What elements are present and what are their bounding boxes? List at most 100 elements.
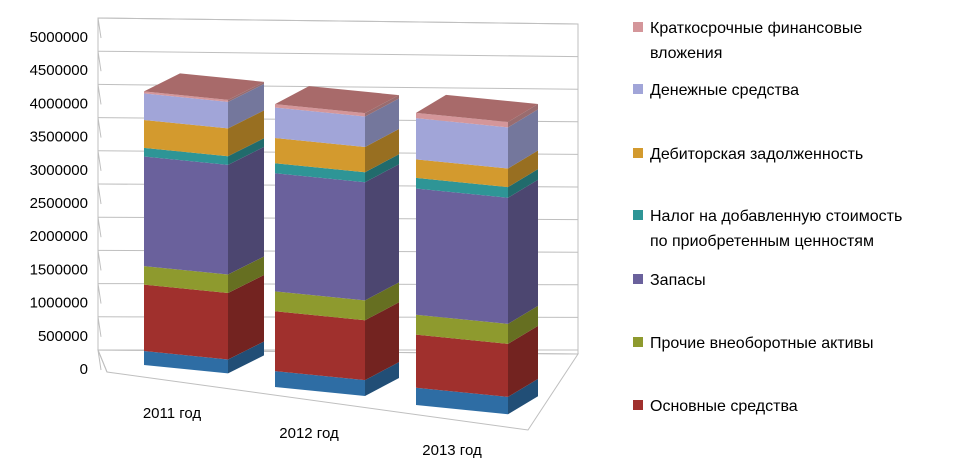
legend-item: Прочие внеоборотные активы <box>633 335 874 352</box>
legend-swatch <box>633 22 643 32</box>
bar-segment-front <box>416 112 508 128</box>
gridline-side <box>97 17 102 39</box>
legend-label: Прочие внеоборотные активы <box>650 335 874 352</box>
bar-segment <box>416 305 538 344</box>
bar-segment <box>144 83 264 129</box>
bar-segment-side <box>365 95 399 117</box>
gridline-side <box>97 51 102 72</box>
bar-segment <box>416 150 538 188</box>
legend-label: Дебиторская задолженность <box>650 146 863 163</box>
bar-segment-front <box>416 334 508 397</box>
bar-segment-front <box>416 118 508 169</box>
x-category-label: 2011 год <box>143 405 202 422</box>
bar-segment <box>275 98 399 147</box>
bar-segment-front <box>416 314 508 344</box>
bar-segment <box>416 104 538 128</box>
bar-segment-front <box>275 104 365 117</box>
legend-item: Дебиторская задолженность <box>633 146 863 163</box>
bar-segment-side <box>365 302 399 381</box>
gridline-side <box>97 217 102 238</box>
bar-top <box>416 94 538 123</box>
bar-segment <box>275 164 399 301</box>
bar-segment-front <box>275 311 365 381</box>
bar-segment-front <box>144 266 228 294</box>
bar-segment <box>275 362 399 396</box>
legend: Краткосрочные финансовые вложения Денежные… <box>633 20 902 415</box>
bar-segment-side <box>228 341 264 374</box>
bar-segment-side <box>508 169 538 198</box>
bar-segment-side <box>365 362 399 396</box>
y-axis-tick-labels: 0 500000 1000000 1500000 2000000 2500000 30000… <box>30 29 88 378</box>
gridline-side <box>97 349 102 371</box>
legend-item: Налог на добавленную стоимость по приобре… <box>633 208 902 250</box>
bar-segment-front <box>144 284 228 360</box>
bar-segment-side <box>508 104 538 128</box>
bar-segment-front <box>275 107 365 147</box>
y-tick-label: 1500000 <box>30 261 88 278</box>
legend-swatch <box>633 210 643 220</box>
bar-segment <box>416 169 538 198</box>
bar-segment-front <box>144 147 228 165</box>
bar-segment <box>275 154 399 183</box>
legend-label: по приобретенным ценностям <box>650 233 874 250</box>
y-tick-label: 4000000 <box>30 95 88 112</box>
bar-segment-front <box>144 91 228 102</box>
bar-segment-side <box>508 109 538 169</box>
bar-segment-front <box>275 173 365 301</box>
bar-segment <box>144 256 264 294</box>
y-tick-label: 5000000 <box>30 29 88 46</box>
legend-swatch <box>633 148 643 158</box>
bar-segment-side <box>508 179 538 324</box>
legend-swatch <box>633 274 643 284</box>
bar-segment <box>416 179 538 324</box>
bar-segment-side <box>228 138 264 165</box>
legend-item: Запасы <box>633 272 706 289</box>
bar-segment <box>416 325 538 397</box>
bar-top <box>144 73 264 100</box>
gridline-side <box>97 250 102 271</box>
x-category-label: 2012 год <box>279 425 339 442</box>
bar-segment <box>144 146 264 275</box>
bar-segment-front <box>416 188 508 324</box>
y-tick-label: 1000000 <box>30 295 88 312</box>
legend-label: Основные средства <box>650 398 798 415</box>
gridline-side <box>97 283 102 304</box>
bar-segment <box>144 341 264 374</box>
bar-segment <box>144 81 264 102</box>
bar-segment <box>144 110 264 157</box>
x-axis-category-labels: 2011 год 2012 год 2013 год <box>143 405 482 459</box>
bar-segment-side <box>365 98 399 147</box>
legend-label: Краткосрочные финансовые <box>650 20 862 37</box>
bar-segment-front <box>144 156 228 275</box>
bar-segment-front <box>416 177 508 198</box>
bar-segment-side <box>228 256 264 294</box>
legend-swatch <box>633 400 643 410</box>
legend-label: вложения <box>650 45 722 62</box>
gridline-side <box>97 150 102 171</box>
bar-segment <box>275 282 399 321</box>
bar-segment-front <box>416 387 508 415</box>
bar-segment <box>416 109 538 169</box>
gridline-side <box>97 183 102 205</box>
bar-segment-side <box>228 83 264 129</box>
bar-segment-side <box>365 129 399 173</box>
bar-segment <box>144 275 264 360</box>
y-tick-label: 2000000 <box>30 228 88 245</box>
legend-item: Краткосрочные финансовые вложения <box>633 20 862 62</box>
bar-segment <box>275 129 399 173</box>
bar-segment <box>275 302 399 381</box>
gridline-side <box>97 316 102 337</box>
y-tick-label: 4500000 <box>30 62 88 79</box>
bar-segment-side <box>365 164 399 301</box>
gridline-side <box>97 84 102 105</box>
bar-segment-side <box>228 275 264 360</box>
bar-segment-side <box>228 146 264 275</box>
gridline <box>97 50 579 58</box>
bar-segment-front <box>275 371 365 396</box>
legend-item: Основные средства <box>633 398 798 415</box>
gridline <box>97 17 579 25</box>
y-tick-label: 0 <box>80 361 88 378</box>
bar-segment <box>416 378 538 415</box>
x-category-label: 2013 год <box>422 442 482 459</box>
